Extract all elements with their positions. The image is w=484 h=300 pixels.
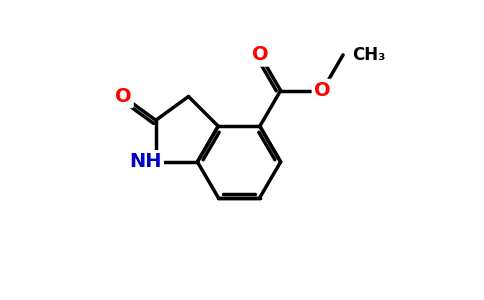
Text: O: O [115, 87, 132, 106]
Text: CH₃: CH₃ [352, 46, 385, 64]
Text: NH: NH [129, 152, 162, 171]
Text: NH: NH [129, 152, 162, 171]
Text: O: O [115, 87, 132, 106]
Text: O: O [314, 81, 331, 100]
Text: O: O [252, 45, 268, 64]
Text: CH₃: CH₃ [352, 46, 385, 64]
Text: O: O [314, 81, 331, 100]
Text: O: O [252, 45, 268, 64]
